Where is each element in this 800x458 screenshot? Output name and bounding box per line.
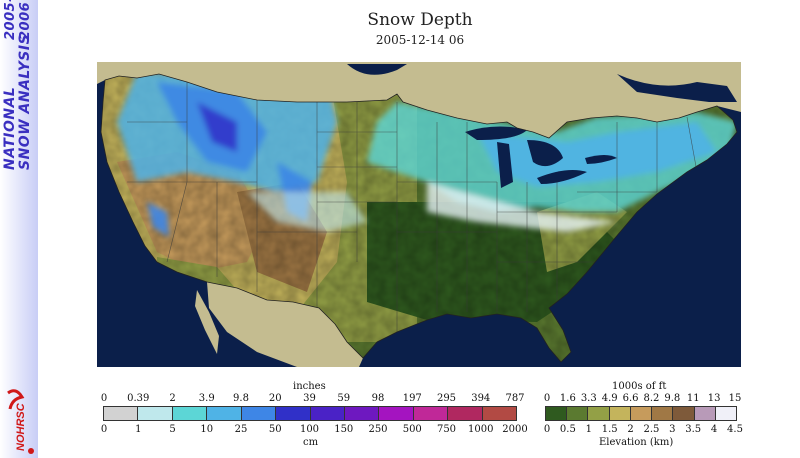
sidebar-banner: 2005- 2006 NATIONAL SNOW ANALYSIS NOHRSC — [0, 0, 38, 458]
feet-tick-label: 4.9 — [601, 393, 618, 404]
elevation-swatch — [546, 407, 568, 420]
lake-huron — [527, 140, 563, 167]
map-timestamp: 2005-12-14 06 — [375, 33, 465, 47]
elevation-swatch — [567, 407, 589, 420]
km-tick-label: 1.5 — [601, 424, 618, 435]
snow-depth-swatch — [207, 407, 242, 420]
feet-tick-label: 9.8 — [664, 393, 681, 404]
elevation-swatch — [673, 407, 695, 420]
feet-tick-label: 15 — [728, 393, 742, 404]
cm-tick-label: 2000 — [502, 424, 528, 435]
feet-tick-label: 0 — [543, 393, 551, 404]
state-boundaries — [127, 82, 698, 332]
banner-line-snow-analysis: SNOW ANALYSIS — [17, 33, 33, 170]
inch-tick-label: 20 — [268, 393, 282, 404]
northern-lake — [347, 64, 407, 75]
lake-erie — [537, 170, 587, 184]
inch-tick-label: 394 — [471, 393, 491, 404]
inch-tick-label: 98 — [371, 393, 385, 404]
snow-legend-unit-cm: cm — [303, 437, 319, 448]
banner-line-national: NATIONAL — [2, 86, 18, 170]
inch-tick-label: 59 — [337, 393, 351, 404]
elevation-legend-unit-feet: 1000s of ft — [612, 381, 667, 392]
km-tick-label: 2.5 — [643, 424, 660, 435]
hudson-bay-water — [617, 74, 737, 102]
snow-rockies-deepest — [197, 102, 237, 152]
cm-tick-label: 150 — [334, 424, 354, 435]
km-tick-label: 4.5 — [727, 424, 743, 435]
km-tick-label: 3 — [669, 424, 676, 435]
canada-land — [97, 62, 741, 138]
lake-michigan — [497, 142, 513, 188]
feet-tick-label: 8.2 — [643, 393, 660, 404]
inch-tick-label: 3.9 — [198, 393, 215, 404]
cm-tick-label: 1 — [135, 424, 142, 435]
elevation-swatch — [715, 407, 736, 420]
inch-tick-label: 787 — [505, 393, 525, 404]
snow-depth-swatch — [482, 407, 517, 420]
km-tick-label: 1 — [585, 424, 592, 435]
inch-tick-label: 39 — [303, 393, 316, 404]
snow-depth-swatch — [138, 407, 173, 420]
elevation-colorbar — [545, 406, 737, 421]
km-tick-label: 0.5 — [559, 424, 576, 435]
inch-tick-label: 295 — [436, 393, 457, 404]
inch-tick-label: 0 — [100, 393, 108, 404]
snow-depth-swatch — [344, 407, 380, 420]
elevation-swatch — [630, 407, 653, 420]
snow-depth-swatch — [379, 407, 414, 420]
cm-tick-label: 0 — [100, 424, 108, 435]
km-tick-label: 3.5 — [685, 424, 702, 435]
elevation-legend-unit-km: Elevation (km) — [599, 437, 674, 448]
feet-tick-label: 11 — [686, 393, 700, 404]
inch-tick-label: 9.8 — [233, 393, 249, 404]
cm-tick-label: 100 — [299, 424, 320, 435]
baja-california — [195, 290, 219, 354]
feet-tick-label: 13 — [707, 393, 721, 404]
inch-tick-label: 0.39 — [127, 393, 150, 404]
snow-depth-map — [97, 62, 741, 367]
snow-sierra — [147, 202, 169, 237]
cm-tick-label: 500 — [402, 424, 422, 435]
snow-depth-swatch — [413, 407, 449, 420]
feet-tick-label: 6.6 — [622, 393, 639, 404]
cm-tick-label: 50 — [268, 424, 282, 435]
cm-tick-label: 25 — [234, 424, 248, 435]
snow-light-edge — [427, 182, 617, 232]
lake-ontario — [585, 155, 617, 164]
feet-tick-label: 3.3 — [580, 393, 597, 404]
mexico-land — [207, 282, 363, 367]
cm-tick-label: 1000 — [468, 424, 494, 435]
elevation-swatch — [652, 407, 674, 420]
snow-depth-swatch — [241, 407, 277, 420]
km-tick-label: 0 — [543, 424, 551, 435]
snow-legend-unit-inches: inches — [293, 381, 326, 392]
nohrsc-logo: NOHRSC — [7, 389, 34, 454]
snow-depth-swatch — [172, 407, 208, 420]
inch-tick-label: 197 — [402, 393, 422, 404]
cm-tick-label: 250 — [368, 424, 388, 435]
snow-depth-swatch — [310, 407, 345, 420]
cm-tick-label: 750 — [436, 424, 457, 435]
elevation-swatch — [588, 407, 610, 420]
snow-depth-swatch — [448, 407, 483, 420]
inch-tick-label: 2 — [169, 393, 176, 404]
cm-tick-label: 10 — [200, 424, 214, 435]
snow-depth-swatch — [104, 407, 139, 420]
km-tick-label: 2 — [627, 424, 634, 435]
elevation-swatch — [694, 407, 716, 420]
cm-tick-label: 5 — [169, 424, 176, 435]
map-title: Snow Depth — [367, 10, 473, 30]
elevation-swatch — [609, 407, 631, 420]
us-outline — [100, 73, 738, 363]
lake-superior — [465, 126, 527, 140]
snow-depth-swatch — [276, 407, 311, 420]
km-tick-label: 4 — [710, 424, 718, 435]
feet-tick-label: 1.6 — [559, 393, 576, 404]
snow-depth-colorbar — [103, 406, 517, 421]
svg-text:NOHRSC: NOHRSC — [15, 402, 27, 451]
